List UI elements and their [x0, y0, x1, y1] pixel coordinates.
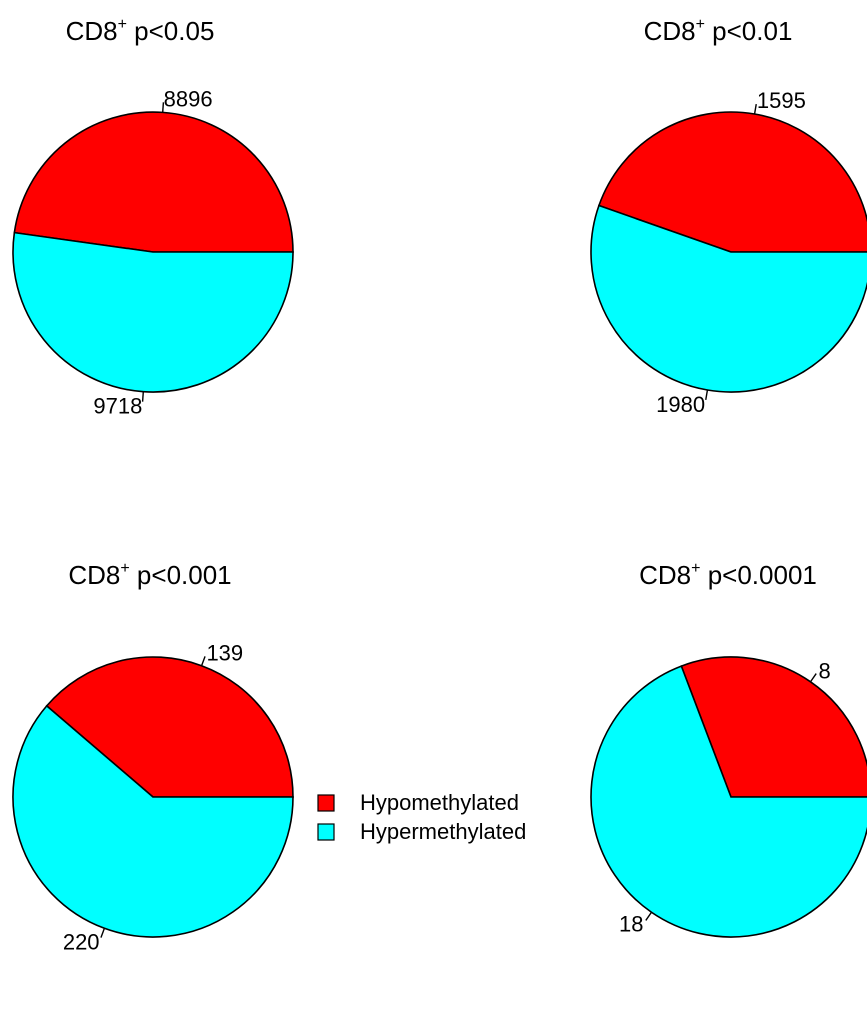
pie-panel-1: CD8+ p<0.05 8896 9718 — [12, 16, 294, 419]
legend-label-hypermethylated: Hypermethylated — [360, 819, 526, 844]
pie-value-label: 8896 — [164, 86, 213, 111]
pie-leader-line — [809, 673, 817, 683]
pie-title: CD8+ p<0.01 — [644, 16, 793, 46]
pie-slice-hypomethylated — [45, 656, 294, 798]
pie-slice-hypomethylated — [13, 111, 294, 253]
pie-value-label: 18 — [619, 912, 643, 937]
pie-panel-4: CD8+ p<0.0001 8 18 — [590, 560, 867, 938]
pie-value-label: 220 — [63, 929, 100, 954]
pie-value-label: 1595 — [757, 88, 806, 113]
pie-value-label: 8 — [818, 658, 830, 683]
pie-value-label: 139 — [206, 641, 243, 666]
pie-title: CD8+ p<0.0001 — [639, 560, 817, 590]
legend-swatch-hypomethylated — [317, 794, 335, 812]
pie-title: CD8+ p<0.05 — [66, 16, 215, 46]
pie-slice-hypermethylated — [12, 231, 294, 393]
legend-swatch-hypermethylated — [317, 823, 335, 841]
pie-leader-line — [162, 102, 165, 113]
pie-leader-line — [200, 656, 206, 666]
pie-leader-line — [753, 104, 757, 115]
pie-leader-line — [141, 391, 144, 402]
pie-slice-hypomethylated — [597, 111, 867, 253]
pie-slice-hypermethylated — [12, 704, 294, 938]
pie-value-label: 9718 — [93, 394, 142, 419]
pie-leader-line — [100, 928, 106, 938]
pie-leader-line — [705, 389, 709, 400]
pie-value-label: 1980 — [656, 392, 705, 417]
legend-label-hypomethylated: Hypomethylated — [360, 790, 519, 815]
pie-slice-hypomethylated — [680, 656, 867, 798]
pie-leader-line — [645, 911, 653, 921]
pie-panel-3: CD8+ p<0.001 139 220 — [12, 560, 294, 954]
pie-panel-2: CD8+ p<0.01 1595 1980 — [590, 16, 867, 417]
legend: Hypomethylated Hypermethylated — [317, 790, 526, 844]
pie-title: CD8+ p<0.001 — [68, 560, 231, 590]
